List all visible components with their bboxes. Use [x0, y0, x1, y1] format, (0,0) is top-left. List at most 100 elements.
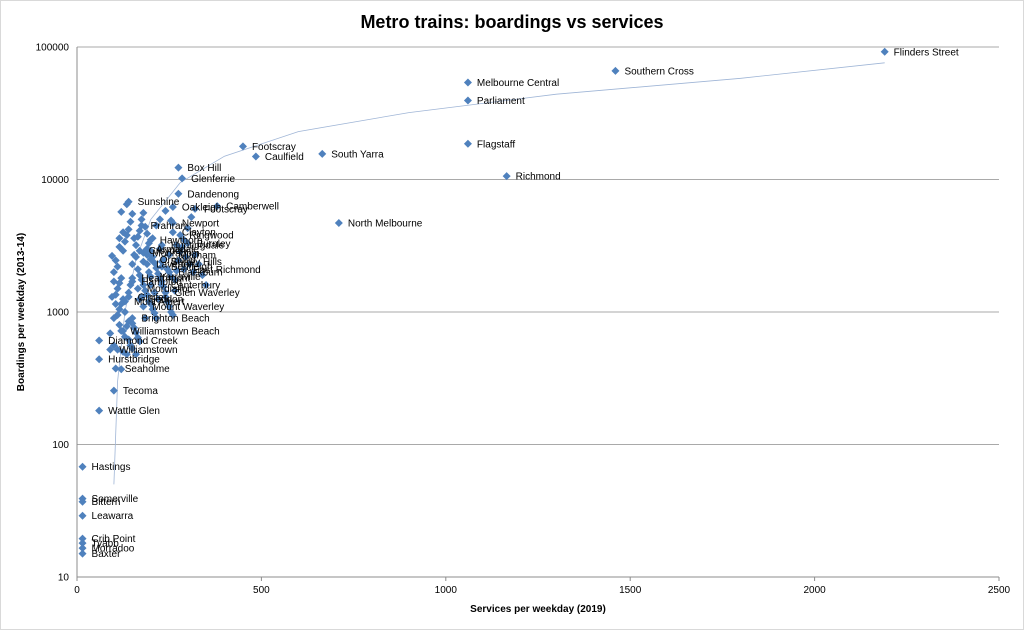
point-label: Baxter [92, 549, 122, 560]
data-point [179, 265, 188, 274]
data-point [120, 297, 129, 306]
data-point [78, 544, 87, 553]
data-point [502, 172, 511, 181]
point-label: Mont Albert [134, 297, 185, 308]
data-point [178, 174, 187, 183]
data-point [130, 250, 139, 259]
data-point [168, 310, 177, 319]
point-label: Heathmont [141, 274, 190, 285]
data-point [109, 386, 118, 395]
data-point [128, 277, 137, 286]
point-label: Crib Point [92, 534, 136, 545]
point-label: Mitcham [178, 250, 216, 261]
point-label: Flinders Street [894, 47, 959, 58]
data-point [120, 237, 129, 246]
y-axis-title: Boardings per weekday (2013-14) [16, 233, 27, 391]
point-label: Melbourne Central [477, 78, 559, 89]
data-point [109, 314, 118, 323]
data-point [463, 78, 472, 87]
data-point [143, 229, 152, 238]
data-point [117, 365, 126, 374]
axes [76, 47, 1000, 581]
data-point [165, 268, 174, 277]
data-point [183, 224, 192, 233]
data-point [157, 241, 166, 250]
data-point [78, 549, 87, 558]
point-label: Mordialloc [147, 284, 193, 295]
data-point [111, 364, 120, 373]
point-label: Canterbury [171, 280, 220, 291]
data-point [95, 406, 104, 415]
y-tick-label: 100 [52, 440, 69, 451]
data-points [78, 47, 889, 558]
point-label: Wattle Glen [108, 406, 160, 417]
data-point [152, 314, 161, 323]
data-point [128, 260, 137, 269]
data-point [111, 256, 120, 265]
point-label: Blackburn [178, 268, 222, 279]
point-label: Leawarra [92, 511, 134, 522]
y-tick-label: 10000 [41, 175, 69, 186]
data-point [146, 235, 155, 244]
data-point [161, 288, 170, 297]
data-point [135, 295, 144, 304]
point-label: Southern Cross [624, 66, 693, 77]
data-point [124, 292, 133, 301]
data-point [141, 314, 150, 323]
data-point [113, 262, 122, 271]
data-point [78, 497, 87, 506]
point-label: Hurstbridge [108, 355, 160, 366]
data-point [78, 511, 87, 520]
data-point [111, 299, 120, 308]
point-label: Dandenong [187, 189, 239, 200]
data-point [143, 260, 152, 269]
data-point [132, 350, 141, 359]
point-label: Hampton [141, 277, 182, 288]
data-point [251, 152, 260, 161]
data-point [109, 268, 118, 277]
data-point [183, 239, 192, 248]
point-label: Clayton [182, 228, 216, 239]
data-point [109, 277, 118, 286]
data-point [181, 253, 190, 262]
x-tick-label: 2500 [988, 585, 1011, 596]
data-point [78, 462, 87, 471]
data-point [157, 257, 166, 266]
data-point [174, 163, 183, 172]
point-label: Williamstown [119, 345, 177, 356]
point-label: Brighton Beach [141, 314, 209, 325]
point-label: Tecoma [123, 386, 158, 397]
data-point [146, 272, 155, 281]
y-tick-label: 1000 [47, 308, 70, 319]
point-label: North Melbourne [348, 218, 423, 229]
data-point [124, 335, 133, 344]
data-point [120, 308, 129, 316]
point-label: Surrey Hills [171, 257, 222, 268]
point-label: Oakleigh [182, 203, 221, 214]
data-point [137, 215, 146, 224]
point-label: Williamstown Beach [130, 326, 219, 337]
point-label: Ginifer [138, 292, 168, 303]
data-point [126, 217, 135, 226]
data-point [168, 228, 177, 237]
point-label: Mount Waverley [152, 302, 224, 313]
trendline [113, 62, 885, 485]
data-point [191, 250, 200, 259]
data-point [172, 241, 181, 250]
data-point [128, 344, 137, 353]
data-point [119, 246, 128, 255]
point-label: Morradoo [92, 544, 135, 555]
data-point [146, 280, 155, 289]
data-point [155, 215, 164, 224]
x-tick-label: 1000 [435, 585, 458, 596]
data-point [168, 203, 177, 212]
data-point [194, 260, 203, 269]
data-point [154, 295, 163, 304]
data-point [117, 274, 126, 283]
data-point [880, 47, 889, 56]
data-point [117, 207, 126, 216]
tick-labels: 10 100 1000 10000 100000 0 500 1000 1500 2000 2500 [36, 43, 1011, 597]
data-point [108, 292, 117, 301]
y-tick-label: 10 [58, 573, 70, 584]
